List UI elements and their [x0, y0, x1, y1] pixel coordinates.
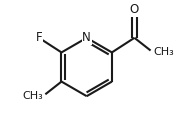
Text: O: O	[130, 3, 139, 16]
Text: F: F	[36, 31, 42, 44]
Text: CH₃: CH₃	[22, 91, 43, 101]
Text: CH₃: CH₃	[153, 47, 174, 57]
Text: N: N	[82, 31, 91, 44]
